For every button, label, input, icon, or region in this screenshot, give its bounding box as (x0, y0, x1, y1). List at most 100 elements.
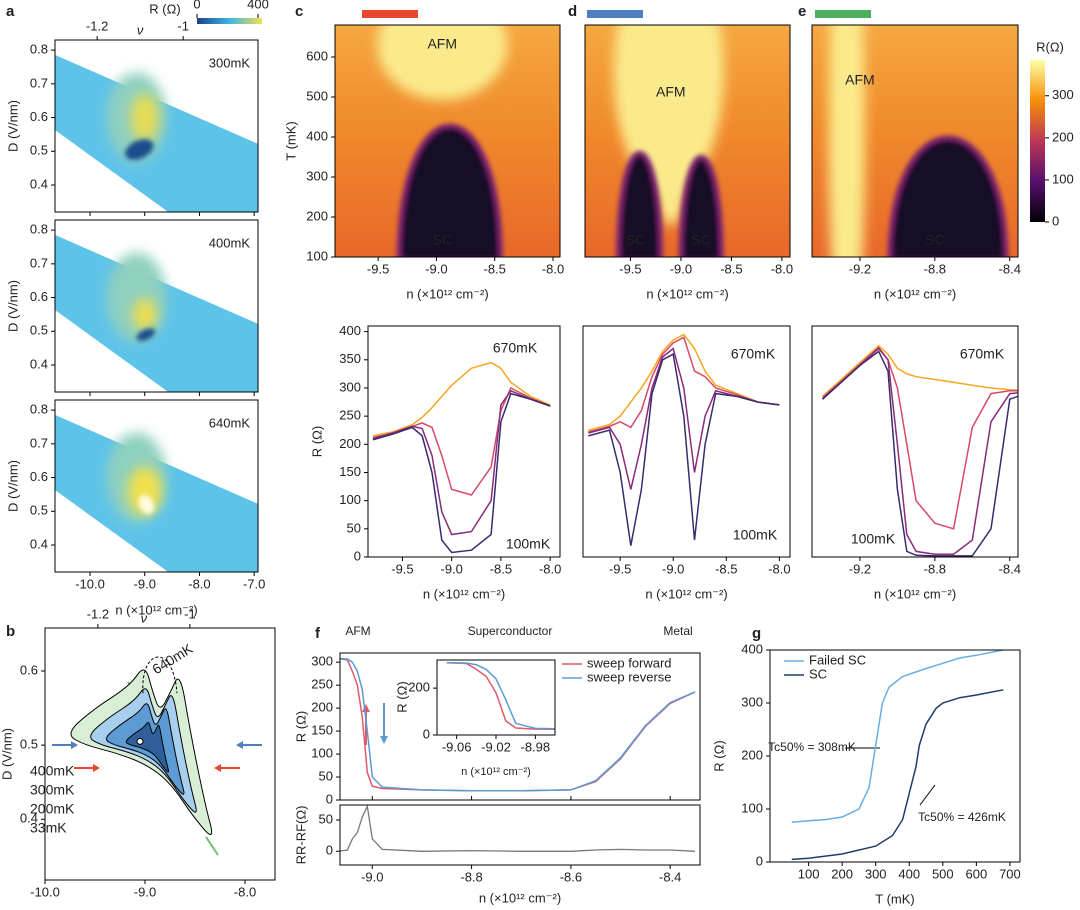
y-tick-label: 0.5 (30, 323, 48, 338)
panel-letter: b (6, 623, 15, 640)
series-line (588, 353, 780, 546)
x-tick-label: 400 (898, 866, 920, 881)
heatmap-sc-dome (615, 150, 664, 257)
axes-frame (339, 652, 701, 801)
annotation: 640mK (209, 415, 251, 430)
y-tick-label: 400 (306, 128, 328, 143)
y-tick-label: 200 (311, 700, 333, 715)
colorbar-label: R (Ω) (149, 1, 180, 16)
y-tick-label: 400 (741, 641, 763, 656)
series-line (588, 347, 780, 490)
series-line (446, 662, 555, 731)
annotation: SC (433, 232, 452, 248)
x-tick-label: 700 (999, 866, 1021, 881)
annotation: Metal (663, 624, 692, 638)
x-axis-label: n (×10¹² cm⁻²) (874, 586, 956, 601)
arrow-head (93, 764, 100, 772)
x-tick-label: 600 (966, 866, 988, 881)
x-tick-label: 100 (798, 866, 820, 881)
annotation: 670mK (731, 346, 776, 362)
y-tick-label: 0.5 (20, 737, 38, 752)
x-tick-label: 500 (932, 866, 954, 881)
legend-label: Failed SC (809, 652, 866, 667)
y-axis-label: T (mK) (283, 121, 298, 160)
annotation: 670mK (960, 346, 1005, 362)
difference-line (340, 805, 696, 852)
y-tick-label: 50 (319, 768, 333, 783)
x-tick-label: -10.0 (75, 576, 105, 591)
x-axis-label: T (mK) (875, 891, 914, 906)
y-tick-label: 0 (326, 791, 333, 806)
y-axis-label: R (Ω) (293, 711, 308, 742)
x-tick-label: -9.5 (367, 261, 389, 276)
x-tick-label: -8.0 (771, 261, 793, 276)
series-line (588, 336, 780, 433)
y-tick-label: 0.4 (20, 811, 38, 826)
axes-frame (811, 24, 1019, 258)
y-tick-label: 0.8 (30, 222, 48, 237)
plot-area (585, 25, 790, 257)
y-axis-label: R (Ω) (394, 681, 409, 712)
arrow-head (71, 741, 78, 749)
sample-bar (815, 10, 871, 18)
y-tick-label: 100 (741, 800, 763, 815)
x-tick-label: -8.4 (999, 261, 1021, 276)
axes-frame (44, 627, 276, 881)
annotation: 100mK (506, 536, 551, 552)
x2-axis-label: ν (137, 22, 144, 37)
y-tick-label: 150 (311, 723, 333, 738)
series-line (340, 657, 696, 792)
y-tick-label: 300 (311, 654, 333, 669)
annotation: 400mK (209, 235, 251, 250)
annotation: 100mK (733, 527, 778, 543)
heatmap-blob (125, 139, 154, 160)
annotation: 100mK (851, 531, 896, 547)
x-tick-label: -8.5 (715, 561, 737, 576)
x-tick-label: -8.8 (924, 261, 946, 276)
y-tick-label: 100 (339, 492, 361, 507)
plot-area (340, 657, 696, 792)
y-tick-label: 0.4 (30, 536, 48, 551)
annotation: 670mK (493, 340, 538, 356)
x-tick-label: 400 (247, 0, 269, 11)
heatmap-afm (377, 25, 508, 100)
y-tick-label: 200 (306, 208, 328, 223)
x-tick-label: -8.8 (460, 869, 482, 884)
x-tick-label: -8.0 (188, 576, 210, 591)
marker (136, 737, 144, 745)
heatmap-peak (132, 298, 157, 331)
x-tick-label: -1.2 (86, 18, 108, 33)
plot-area (55, 234, 258, 392)
plot-area (588, 333, 780, 546)
x-tick-label: -9.0 (134, 576, 156, 591)
y-tick-label: 50 (319, 811, 333, 826)
y-axis-label: D (V/nm) (5, 280, 20, 332)
difference-frame (339, 804, 701, 866)
series-line (791, 689, 1004, 861)
x-tick-label: -9.0 (670, 261, 692, 276)
panel-letter: f (315, 625, 321, 642)
x-tick-label: 200 (831, 866, 853, 881)
y-tick-label: 200 (408, 680, 430, 695)
y-tick-label: 0.7 (30, 255, 48, 270)
series-line (791, 650, 1004, 824)
heatmap-sc-dome (678, 154, 724, 257)
heatmap-blob (138, 495, 155, 515)
contour (125, 722, 169, 773)
x-tick-label: -9.5 (609, 561, 631, 576)
x-tick-label: -8.98 (521, 739, 551, 754)
plot-area (340, 805, 696, 852)
y-tick-label: 0.6 (30, 469, 48, 484)
panel-letter: e (798, 3, 806, 20)
y-tick-label: 0 (326, 843, 333, 858)
plot-area (446, 662, 555, 731)
x-tick-label: -8.5 (490, 561, 512, 576)
arrow-head (236, 741, 243, 749)
y-tick-label: 50 (347, 520, 361, 535)
panel-letter: c (295, 3, 303, 20)
x-tick-label: -9.0 (361, 869, 383, 884)
y-tick-label: 0.4 (30, 176, 48, 191)
axes-frame (54, 219, 259, 393)
arrow (205, 836, 219, 856)
plot-area (791, 650, 1004, 861)
